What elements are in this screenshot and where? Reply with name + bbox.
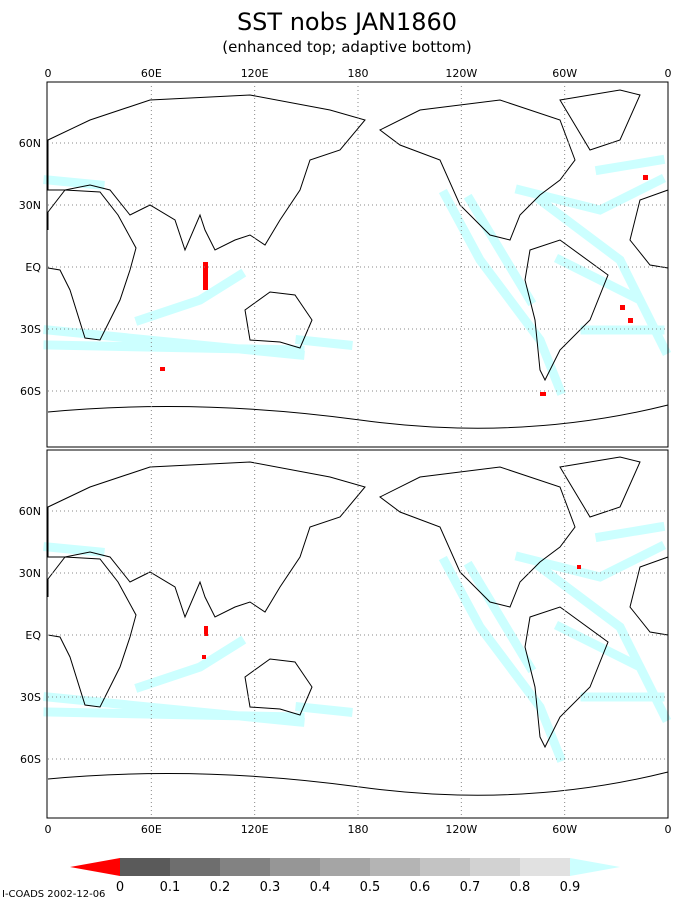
colorbar-label: 0.1 xyxy=(160,880,181,895)
y-axis-label: 60S xyxy=(20,385,41,398)
colorbar-label: 0.7 xyxy=(460,880,481,895)
x-axis-label: 60E xyxy=(141,823,162,836)
y-axis-label: EQ xyxy=(25,261,41,274)
colorbar-box xyxy=(370,858,420,876)
y-axis-label: 60N xyxy=(19,137,41,150)
y-axis-label: 60S xyxy=(20,753,41,766)
x-axis-label: 120W xyxy=(445,823,477,836)
y-axis-label: 60N xyxy=(19,505,41,518)
colorbar-below xyxy=(70,858,120,876)
x-axis-label: 180 xyxy=(348,823,369,836)
colorbar-label: 0 xyxy=(116,880,124,895)
y-axis-label: 30N xyxy=(19,567,41,580)
x-axis-label: 60W xyxy=(552,67,577,80)
x-axis-label: 60E xyxy=(141,67,162,80)
colorbar-above xyxy=(570,858,620,876)
colorbar-box xyxy=(120,858,170,876)
title: SST nobs JAN1860 xyxy=(237,8,457,36)
x-axis-label: 0 xyxy=(45,823,52,836)
colorbar-label: 0.6 xyxy=(410,880,431,895)
x-axis-label: 0 xyxy=(45,67,52,80)
x-axis-label: 180 xyxy=(348,67,369,80)
y-axis-label: 30S xyxy=(20,323,41,336)
colorbar-box xyxy=(220,858,270,876)
colorbar-label: 0.2 xyxy=(210,880,231,895)
bottom-map xyxy=(48,457,668,795)
x-axis-label: 0 xyxy=(665,67,672,80)
colorbar-label: 0.8 xyxy=(510,880,531,895)
colorbar-box xyxy=(320,858,370,876)
x-axis-label: 120E xyxy=(241,67,269,80)
x-axis-label: 120E xyxy=(241,823,269,836)
top-map xyxy=(48,90,668,428)
y-axis-label: EQ xyxy=(25,629,41,642)
x-axis-label: 60W xyxy=(552,823,577,836)
colorbar-label: 0.9 xyxy=(560,880,581,895)
colorbar-label: 0.4 xyxy=(310,880,331,895)
colorbar-box xyxy=(470,858,520,876)
y-axis-label: 30S xyxy=(20,691,41,704)
footer: I-COADS 2002-12-06 xyxy=(2,889,105,900)
subtitle: (enhanced top; adaptive bottom) xyxy=(222,38,471,56)
y-axis-label: 30N xyxy=(19,199,41,212)
colorbar-box xyxy=(420,858,470,876)
colorbar-box xyxy=(270,858,320,876)
colorbar-box xyxy=(170,858,220,876)
colorbar-box xyxy=(520,858,570,876)
colorbar-label: 0.3 xyxy=(260,880,281,895)
colorbar-label: 0.5 xyxy=(360,880,381,895)
x-axis-label: 0 xyxy=(665,823,672,836)
x-axis-label: 120W xyxy=(445,67,477,80)
